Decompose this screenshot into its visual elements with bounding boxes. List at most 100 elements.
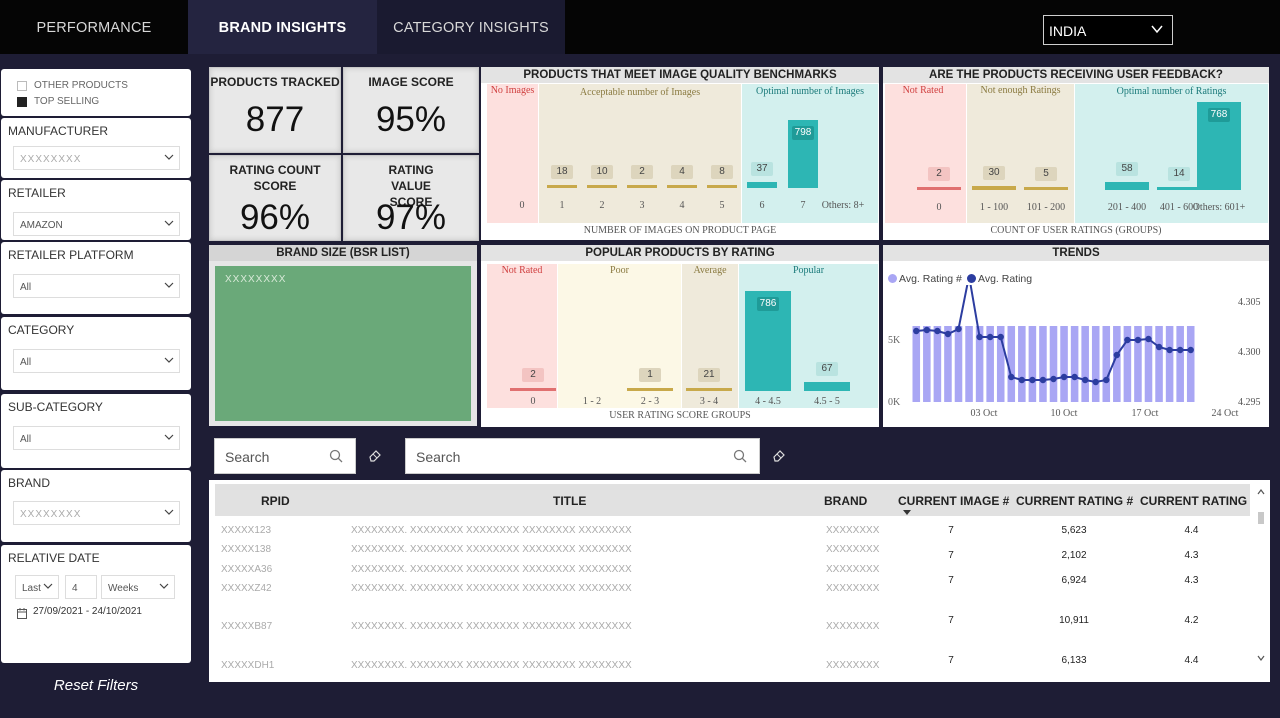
cell-brand: XXXXXXXX	[826, 525, 880, 536]
legend-label: Avg. Rating #	[899, 273, 962, 285]
avg-rating-point	[1166, 346, 1173, 354]
data-label: 5	[1035, 167, 1057, 181]
column-header-title[interactable]: TITLE	[553, 494, 587, 508]
sub-category-dropdown[interactable]: All	[13, 426, 180, 450]
filter-relative-date: RELATIVE DATE Last 4 Weeks 27/09/2021 - …	[1, 545, 191, 663]
reset-filters-button[interactable]: Reset Filters	[53, 677, 139, 694]
x-axis-title: NUMBER OF IMAGES ON PRODUCT PAGE	[583, 225, 777, 236]
band-label: Optimal number of Images	[755, 86, 865, 97]
date-count-input[interactable]: 4	[65, 575, 97, 599]
cell-title: XXXXXXXX. XXXXXXXX XXXXXXXX XXXXXXXX XXX…	[351, 621, 632, 632]
cell-rpid: XXXXXB87	[221, 621, 273, 632]
x-tick-label: 201 - 400	[1107, 202, 1147, 213]
x-tick-label: 0	[936, 202, 942, 213]
trend-plot: 0K 5K 4.295 4.300 4.305 03 Oct 10 Oct 17 Oct 24 …	[888, 285, 1261, 419]
chart-title: ARE THE PRODUCTS RECEIVING USER FEEDBACK…	[883, 67, 1269, 83]
country-select[interactable]: INDIA	[1043, 15, 1173, 45]
avg-rating-point	[1145, 335, 1152, 343]
column-header-rpid[interactable]: RPID	[261, 494, 290, 508]
cell-rpid: XXXXX138	[221, 544, 272, 555]
bar	[667, 185, 697, 188]
cell-current-image: 7	[948, 615, 954, 626]
scroll-down-icon[interactable]	[1257, 654, 1265, 662]
chevron-down-icon	[159, 583, 169, 589]
y-left-tick-label: 5K	[888, 335, 901, 346]
avg-rating-point	[1018, 376, 1026, 384]
x-tick-label: 0	[519, 200, 525, 211]
cell-current-image: 7	[948, 655, 954, 666]
data-label: 2	[522, 368, 544, 382]
bar	[627, 388, 673, 391]
eraser-icon[interactable]	[772, 448, 786, 462]
x-tick-label: 1 - 2	[582, 396, 602, 407]
data-label: 58	[1116, 162, 1138, 177]
kpi-rating-count-score: RATING COUNT SCORE 96%	[209, 155, 341, 241]
cell-current-image: 7	[948, 525, 954, 536]
search-placeholder: Search	[225, 449, 270, 465]
sort-desc-icon[interactable]	[903, 510, 911, 515]
kpi-value: 97%	[375, 198, 447, 237]
filter-label: RETAILER	[8, 186, 66, 200]
dropdown-value: All	[20, 357, 32, 368]
band-no-images	[487, 84, 538, 223]
bar	[804, 381, 850, 391]
data-label: 2	[631, 165, 653, 179]
tab-performance-overview[interactable]: PERFORMANCE OVERVIEW	[36, 20, 152, 92]
trend-bar	[1018, 326, 1026, 402]
scroll-up-icon[interactable]	[1257, 488, 1265, 496]
bar	[747, 182, 777, 188]
avg-rating-point	[1071, 373, 1078, 381]
avg-rating-point	[1187, 346, 1194, 354]
tab-category-insights[interactable]: CATEGORY INSIGHTS	[377, 0, 565, 54]
column-header-brand[interactable]: BRAND	[824, 494, 868, 508]
dropdown-value: All	[20, 434, 32, 445]
x-tick-label: 6	[759, 200, 765, 211]
search-placeholder: Search	[416, 449, 461, 465]
legend-label: Avg. Rating	[978, 273, 1033, 285]
avg-rating-point	[1176, 346, 1184, 354]
chart-title: PRODUCTS THAT MEET IMAGE QUALITY BENCHMA…	[481, 67, 879, 83]
date-unit-dropdown[interactable]: Weeks	[101, 575, 175, 599]
legend-swatch	[967, 274, 976, 283]
cell-current-rating: 4.4	[1184, 525, 1199, 536]
avg-rating-point	[913, 327, 920, 335]
bar	[1024, 187, 1068, 190]
calendar-icon[interactable]	[17, 608, 27, 619]
data-label: 14	[1168, 167, 1190, 181]
search-input-rpid[interactable]: Search	[214, 438, 356, 474]
retailer-platform-dropdown[interactable]: All	[13, 274, 180, 298]
trend-bar	[1007, 326, 1016, 402]
kpi-products-tracked: PRODUCTS TRACKED 877	[209, 67, 341, 153]
retailer-dropdown[interactable]: AMAZON	[13, 212, 180, 236]
cell-brand: XXXXXXXX	[826, 660, 880, 671]
data-label: 67	[816, 361, 838, 376]
tab-brand-insights[interactable]: BRAND INSIGHTS	[188, 0, 377, 54]
band-not-rated	[885, 84, 966, 223]
filter-sub-category: SUB-CATEGORY All	[1, 394, 191, 468]
x-tick-label: 17 Oct	[1132, 408, 1159, 419]
brand-dropdown[interactable]: XXXXXXXX	[13, 501, 180, 525]
trend-bar	[996, 326, 1005, 402]
category-dropdown[interactable]: All	[13, 349, 180, 373]
search-input-title[interactable]: Search	[405, 438, 760, 474]
column-header-current-rating[interactable]: CURRENT RATING	[1140, 494, 1248, 508]
top-navigation-bar: PERFORMANCE OVERVIEW BRAND INSIGHTS CATE…	[0, 0, 1280, 92]
cell-current-image: 7	[948, 575, 954, 586]
manufacturer-dropdown[interactable]: XXXXXXXX	[13, 146, 180, 170]
avg-rating-point	[1039, 376, 1047, 384]
search-icon	[733, 449, 747, 463]
eraser-icon[interactable]	[368, 448, 382, 462]
date-period-dropdown[interactable]: Last	[15, 575, 59, 599]
scrollbar-thumb[interactable]	[1258, 512, 1264, 524]
column-header-current-image[interactable]: CURRENT IMAGE #	[898, 494, 1010, 508]
x-axis-title: USER RATING SCORE GROUPS	[609, 410, 751, 421]
brand-treemap-tile[interactable]: XXXXXXXX	[215, 266, 471, 421]
x-tick-label: 24 Oct	[1212, 408, 1239, 419]
filter-retailer: RETAILER AMAZON	[1, 180, 191, 240]
chevron-down-icon	[164, 282, 174, 288]
chart-title: TRENDS	[883, 245, 1269, 261]
x-tick-label: 4.5 - 5	[814, 396, 840, 407]
column-header-current-rating-count[interactable]: CURRENT RATING #	[1016, 494, 1134, 508]
table-scrollbar[interactable]	[1256, 488, 1266, 674]
dropdown-value: All	[20, 282, 32, 293]
